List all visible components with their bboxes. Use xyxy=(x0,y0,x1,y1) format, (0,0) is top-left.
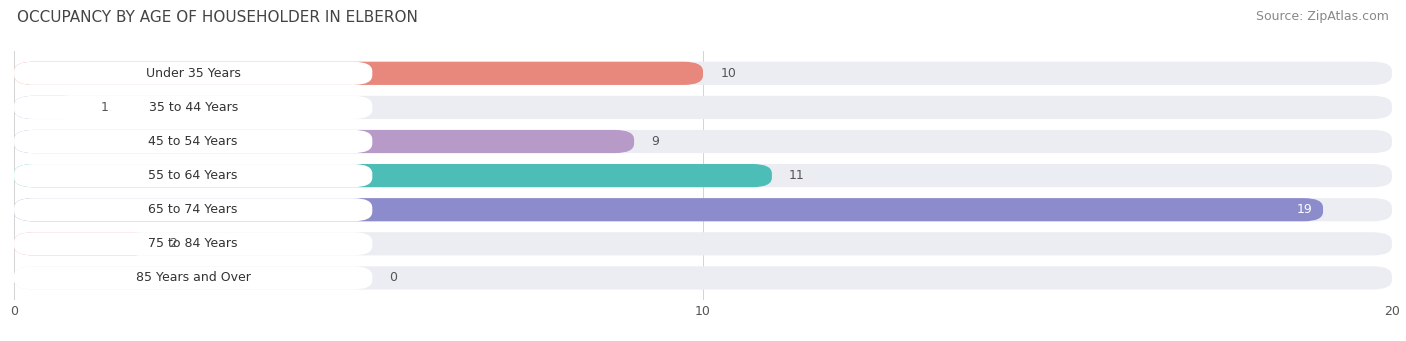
FancyBboxPatch shape xyxy=(14,198,1323,221)
FancyBboxPatch shape xyxy=(14,198,373,221)
Text: Under 35 Years: Under 35 Years xyxy=(146,67,240,80)
Text: 65 to 74 Years: 65 to 74 Years xyxy=(149,203,238,216)
Text: 75 to 84 Years: 75 to 84 Years xyxy=(149,237,238,250)
FancyBboxPatch shape xyxy=(14,96,373,119)
Text: 1: 1 xyxy=(100,101,108,114)
FancyBboxPatch shape xyxy=(14,164,772,187)
Text: 11: 11 xyxy=(789,169,804,182)
FancyBboxPatch shape xyxy=(14,96,83,119)
FancyBboxPatch shape xyxy=(14,232,373,255)
Text: 9: 9 xyxy=(651,135,659,148)
FancyBboxPatch shape xyxy=(14,232,1392,255)
Text: 0: 0 xyxy=(389,271,398,284)
Text: OCCUPANCY BY AGE OF HOUSEHOLDER IN ELBERON: OCCUPANCY BY AGE OF HOUSEHOLDER IN ELBER… xyxy=(17,10,418,25)
Text: 10: 10 xyxy=(720,67,737,80)
Text: 19: 19 xyxy=(1296,203,1313,216)
FancyBboxPatch shape xyxy=(14,130,634,153)
FancyBboxPatch shape xyxy=(14,96,1392,119)
FancyBboxPatch shape xyxy=(14,62,1392,85)
FancyBboxPatch shape xyxy=(14,130,373,153)
Text: 45 to 54 Years: 45 to 54 Years xyxy=(149,135,238,148)
Text: 35 to 44 Years: 35 to 44 Years xyxy=(149,101,238,114)
Text: Source: ZipAtlas.com: Source: ZipAtlas.com xyxy=(1256,10,1389,23)
FancyBboxPatch shape xyxy=(14,164,373,187)
FancyBboxPatch shape xyxy=(14,164,1392,187)
FancyBboxPatch shape xyxy=(14,198,1392,221)
Text: 55 to 64 Years: 55 to 64 Years xyxy=(149,169,238,182)
FancyBboxPatch shape xyxy=(14,232,152,255)
FancyBboxPatch shape xyxy=(14,266,1392,290)
FancyBboxPatch shape xyxy=(14,266,373,290)
FancyBboxPatch shape xyxy=(14,130,1392,153)
FancyBboxPatch shape xyxy=(14,62,703,85)
Text: 2: 2 xyxy=(169,237,177,250)
Text: 85 Years and Over: 85 Years and Over xyxy=(136,271,250,284)
FancyBboxPatch shape xyxy=(14,62,373,85)
